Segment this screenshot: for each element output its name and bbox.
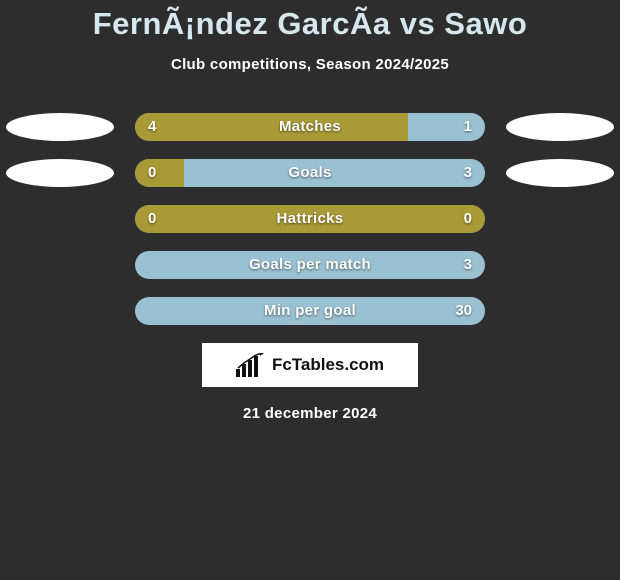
bar-track: Hattricks [135,205,485,233]
bar-label: Hattricks [135,205,485,233]
stat-row: Min per goal30 [0,297,620,325]
value-right: 1 [464,113,472,141]
bar-track: Goals [135,159,485,187]
bars-icon [236,353,266,377]
stat-row: Matches4 1 [0,113,620,141]
player-oval-left [6,159,114,187]
value-right: 3 [464,251,472,279]
bar-track: Goals per match [135,251,485,279]
stat-row: Hattricks0 0 [0,205,620,233]
value-left: 4 [148,113,156,141]
date-text: 21 december 2024 [0,405,620,422]
bar-track: Min per goal [135,297,485,325]
stats-rows: Matches41Goals03Hattricks00Goals per mat… [0,113,620,325]
subtitle: Club competitions, Season 2024/2025 [0,56,620,73]
bar-label: Goals [135,159,485,187]
player-oval-left [6,113,114,141]
bar-track: Matches [135,113,485,141]
value-right: 0 [464,205,472,233]
player-oval-right [506,159,614,187]
stat-row: Goals per match3 [0,251,620,279]
value-left: 0 [148,159,156,187]
value-left: 0 [148,205,156,233]
stat-row: Goals0 3 [0,159,620,187]
page-title: FernÃ¡ndez GarcÃ­a vs Sawo [0,6,620,42]
bar-label: Matches [135,113,485,141]
logo-box: FcTables.com [202,343,418,387]
logo-text: FcTables.com [272,355,384,375]
value-right: 30 [455,297,472,325]
bar-label: Min per goal [135,297,485,325]
value-right: 3 [464,159,472,187]
bar-label: Goals per match [135,251,485,279]
player-oval-right [506,113,614,141]
